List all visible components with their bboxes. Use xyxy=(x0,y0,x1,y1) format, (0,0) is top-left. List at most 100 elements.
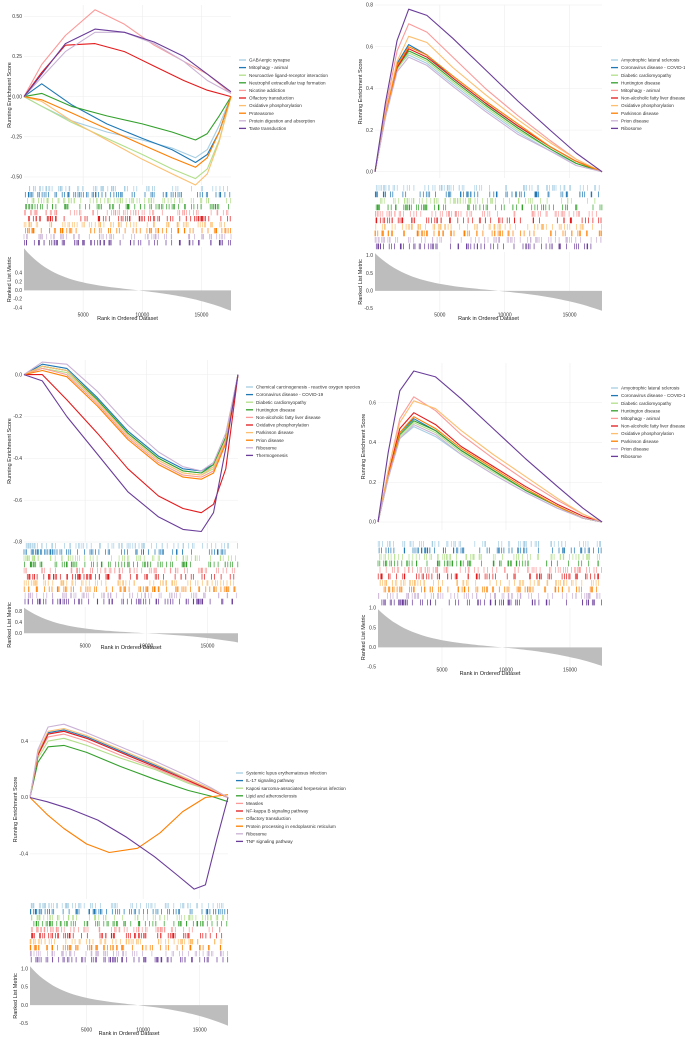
y-tick-label: -0.50 xyxy=(11,175,23,181)
x-tick-label: 15000 xyxy=(194,313,208,319)
gsea-panel-A: 0.50 0.25 0.00 -0.25 -0.50 Running Enrichment… xyxy=(7,5,328,322)
hit-ticks-3 xyxy=(30,915,228,921)
hit-ticks-7 xyxy=(375,224,602,230)
es-line-2 xyxy=(29,729,229,798)
hit-ticks-10 xyxy=(24,240,231,246)
legend-label-3: Diabetic cardiomyopathy xyxy=(621,73,672,78)
x-tick-label: 10000 xyxy=(499,668,513,674)
hit-ticks-3 xyxy=(380,198,596,204)
legend: GABAergic synapse Mitophagy - animal Neuro… xyxy=(239,58,328,131)
legend-label-9: Protein digestion and absorption xyxy=(249,118,315,123)
legend-label-5: Measles xyxy=(246,801,264,806)
y-tick-label: 0.4 xyxy=(21,739,28,745)
hit-ticks-8 xyxy=(25,228,231,234)
legend-label-2: Mitophagy - animal xyxy=(249,65,288,70)
metric-tick-label: 0.0 xyxy=(15,288,22,294)
metric-axis-title: Ranked List Metric xyxy=(13,973,19,1019)
hit-ticks-2 xyxy=(24,192,231,198)
legend-label-6: Olfactory transduction xyxy=(249,96,294,101)
metric-tick-label: -0.5 xyxy=(367,665,376,671)
legend-label-10: Thermogenesis xyxy=(256,453,288,458)
legend-label-4: Huntington disease xyxy=(256,407,296,412)
y-axis-title: Running Enrichment Score xyxy=(7,62,13,128)
hit-ticks-1 xyxy=(375,185,600,191)
es-line-8 xyxy=(374,46,603,173)
legend-label-10: Ribosome xyxy=(621,454,642,459)
hit-ticks-1 xyxy=(25,543,238,549)
hit-ticks-4 xyxy=(33,921,228,927)
es-line-10 xyxy=(23,374,239,533)
es-line-4 xyxy=(23,365,239,474)
y-tick-label: -0.2 xyxy=(13,414,22,420)
es-line-8 xyxy=(23,369,239,480)
x-tick-label: 15000 xyxy=(193,1028,207,1034)
metric-tick-label: 0.4 xyxy=(15,271,22,277)
metric-tick-label: 0.0 xyxy=(369,645,376,651)
metric-tick-label: -0.4 xyxy=(13,305,22,311)
es-line-6 xyxy=(24,374,239,514)
metric-axis-title: Ranked List Metric xyxy=(358,259,364,305)
x-tick-label: 5000 xyxy=(81,1028,92,1034)
legend-label-3: Neuroactive ligand-receptor interaction xyxy=(249,73,328,78)
hit-ticks-9 xyxy=(29,951,228,957)
hit-ticks-4 xyxy=(24,561,239,568)
hit-ticks-5 xyxy=(23,567,236,574)
es-line-10 xyxy=(374,8,603,173)
hit-ticks-9 xyxy=(23,234,232,240)
hit-ticks-2 xyxy=(374,191,599,198)
x-axis-title: Rank in Ordered Dataset xyxy=(97,316,158,322)
es-line-7 xyxy=(377,400,603,523)
legend-label-3: Diabetic cardiomyopathy xyxy=(256,400,307,405)
y-tick-label: 0.50 xyxy=(12,14,22,20)
x-tick-label: 10000 xyxy=(136,1028,150,1034)
gsea-panel-E: 0.4 0.0 -0.4 Running Enrichment Score 1.0 0.5… xyxy=(13,720,346,1037)
es-line-6 xyxy=(29,730,229,799)
x-tick-label: 10000 xyxy=(498,313,512,319)
legend-label-5: Nicotine addiction xyxy=(249,88,286,93)
hit-ticks-4 xyxy=(25,204,229,210)
metric-tick-label: 0.0 xyxy=(21,1003,28,1009)
legend-label-6: Oxidative phosphorylation xyxy=(256,423,309,428)
hit-ticks-7 xyxy=(29,939,223,945)
hit-ticks-10 xyxy=(24,598,233,605)
x-tick-label: 10000 xyxy=(139,644,153,650)
y-tick-label: 0.2 xyxy=(366,128,373,134)
legend-label-2: Coronavirus disease - COVID-19 xyxy=(621,65,685,70)
legend-label-4: Lipid and atherosclerosis xyxy=(246,793,298,798)
es-line-5 xyxy=(23,9,232,97)
es-line-8 xyxy=(23,96,232,168)
legend-label-8: Protein processing in endoplasmic reticu… xyxy=(246,824,336,829)
es-line-3 xyxy=(29,737,229,799)
gsea-panel-C: 0.0 -0.2 -0.4 -0.6 -0.8 Running Enrichment Sc… xyxy=(7,360,361,651)
hit-ticks-3 xyxy=(27,198,231,204)
y-tick-label: 0.0 xyxy=(369,520,376,526)
legend-label-5: Mitophagy - animal xyxy=(621,416,660,421)
hit-ticks-5 xyxy=(375,211,597,217)
x-tick-label: 5000 xyxy=(434,313,445,319)
y-tick-label: 0.4 xyxy=(369,440,376,446)
metric-axis-title: Ranked List Metric xyxy=(7,256,13,302)
hit-ticks-4 xyxy=(377,560,599,567)
es-line-9 xyxy=(377,424,603,523)
hit-ticks-2 xyxy=(378,547,602,554)
legend: Chemical carcinogenesis - reactive oxyge… xyxy=(246,385,361,458)
hit-ticks-3 xyxy=(379,554,600,560)
hit-ticks-1 xyxy=(377,541,601,547)
x-tick-label: 15000 xyxy=(563,668,577,674)
legend: Amyotrophic lateral sclerosis Coronavirus… xyxy=(611,386,685,459)
legend-label-7: Oxidative phosphorylation xyxy=(621,431,674,436)
legend-label-5: Non-alcoholic fatty liver disease xyxy=(256,415,321,420)
x-tick-label: 15000 xyxy=(563,313,577,319)
y-tick-label: 0.4 xyxy=(366,86,373,92)
metric-axis-title: Ranked List Metric xyxy=(7,602,13,648)
es-line-7 xyxy=(23,96,232,186)
legend-label-9: Prion disease xyxy=(621,118,649,123)
hit-ticks-9 xyxy=(374,237,602,243)
hit-ticks-7 xyxy=(23,580,235,586)
hit-ticks-6 xyxy=(28,216,231,222)
es-line-7 xyxy=(374,35,603,173)
metric-tick-label: 0.4 xyxy=(15,620,22,626)
y-tick-label: 0.25 xyxy=(12,54,22,60)
metric-tick-label: -0.5 xyxy=(19,1021,28,1027)
